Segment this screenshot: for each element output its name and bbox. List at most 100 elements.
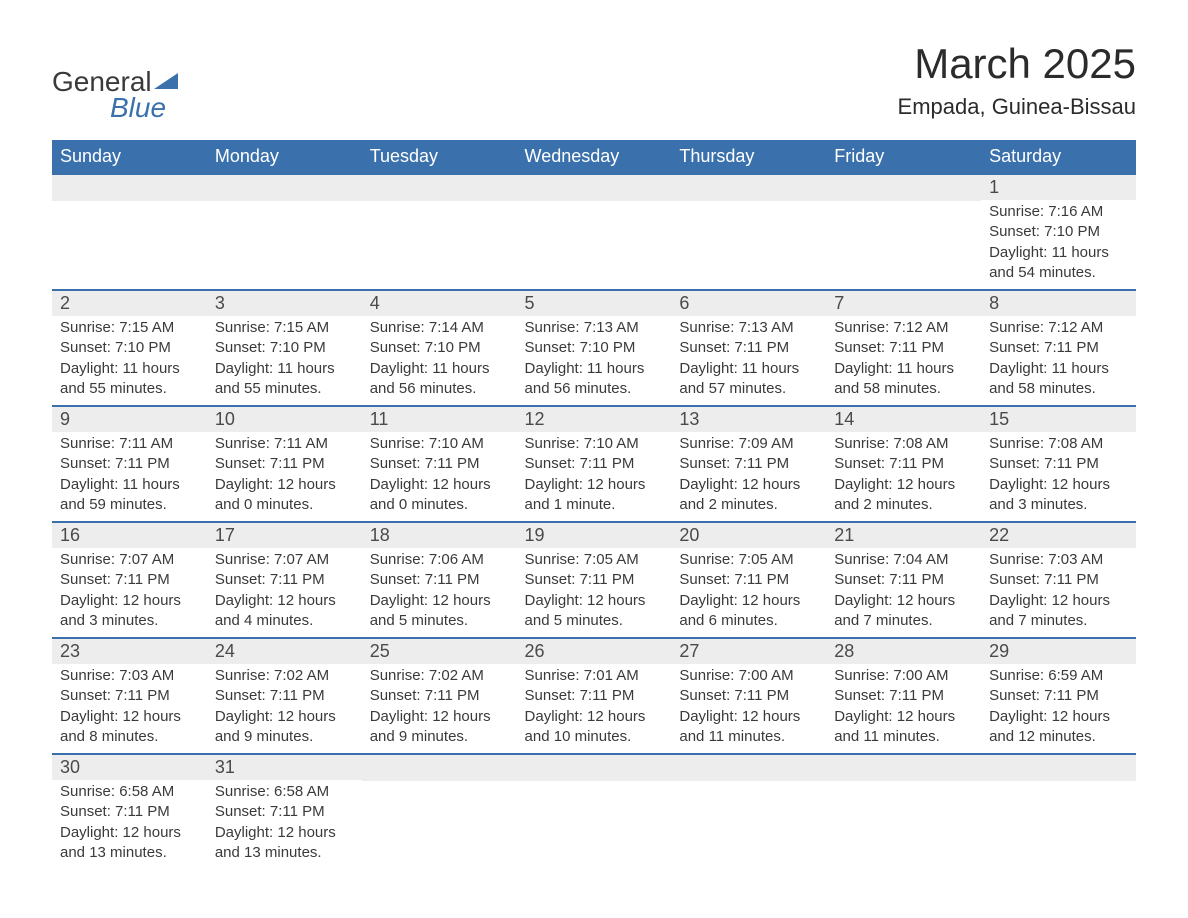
daylight-text: Daylight: 12 hours and 4 minutes. — [215, 591, 354, 632]
empty-body — [362, 201, 517, 279]
day-number: 6 — [671, 291, 826, 316]
daylight-text: Daylight: 11 hours and 57 minutes. — [679, 359, 818, 400]
sunrise-text: Sunrise: 6:58 AM — [215, 782, 354, 802]
day-body: Sunrise: 7:07 AMSunset: 7:11 PMDaylight:… — [52, 548, 207, 637]
sunset-text: Sunset: 7:10 PM — [370, 338, 509, 358]
empty-daynum — [52, 175, 207, 201]
sunrise-text: Sunrise: 7:12 AM — [834, 318, 973, 338]
weekday-header: Thursday — [671, 140, 826, 174]
calendar-cell-empty — [826, 754, 981, 869]
day-number: 25 — [362, 639, 517, 664]
day-body: Sunrise: 7:05 AMSunset: 7:11 PMDaylight:… — [671, 548, 826, 637]
sunrise-text: Sunrise: 7:03 AM — [989, 550, 1128, 570]
calendar-cell: 29Sunrise: 6:59 AMSunset: 7:11 PMDayligh… — [981, 638, 1136, 754]
weekday-header-row: Sunday Monday Tuesday Wednesday Thursday… — [52, 140, 1136, 174]
day-number: 24 — [207, 639, 362, 664]
calendar-cell: 30Sunrise: 6:58 AMSunset: 7:11 PMDayligh… — [52, 754, 207, 869]
title-block: March 2025 Empada, Guinea-Bissau — [898, 40, 1136, 120]
empty-daynum — [517, 755, 672, 781]
weekday-header: Saturday — [981, 140, 1136, 174]
daylight-text: Daylight: 12 hours and 13 minutes. — [215, 823, 354, 864]
empty-body — [207, 201, 362, 279]
calendar-cell: 27Sunrise: 7:00 AMSunset: 7:11 PMDayligh… — [671, 638, 826, 754]
month-title: March 2025 — [898, 40, 1136, 88]
day-body: Sunrise: 6:59 AMSunset: 7:11 PMDaylight:… — [981, 664, 1136, 753]
day-body: Sunrise: 7:13 AMSunset: 7:10 PMDaylight:… — [517, 316, 672, 405]
daylight-text: Daylight: 12 hours and 13 minutes. — [60, 823, 199, 864]
daylight-text: Daylight: 11 hours and 58 minutes. — [834, 359, 973, 400]
sunset-text: Sunset: 7:10 PM — [60, 338, 199, 358]
day-number: 8 — [981, 291, 1136, 316]
day-body: Sunrise: 7:10 AMSunset: 7:11 PMDaylight:… — [517, 432, 672, 521]
day-body: Sunrise: 7:05 AMSunset: 7:11 PMDaylight:… — [517, 548, 672, 637]
sunset-text: Sunset: 7:11 PM — [370, 686, 509, 706]
weekday-header: Tuesday — [362, 140, 517, 174]
calendar-cell-empty — [52, 174, 207, 290]
sunrise-text: Sunrise: 7:01 AM — [525, 666, 664, 686]
sunrise-text: Sunrise: 7:11 AM — [60, 434, 199, 454]
calendar-cell: 12Sunrise: 7:10 AMSunset: 7:11 PMDayligh… — [517, 406, 672, 522]
sunset-text: Sunset: 7:11 PM — [679, 454, 818, 474]
day-number: 4 — [362, 291, 517, 316]
daylight-text: Daylight: 12 hours and 3 minutes. — [989, 475, 1128, 516]
sunrise-text: Sunrise: 6:59 AM — [989, 666, 1128, 686]
sunset-text: Sunset: 7:10 PM — [525, 338, 664, 358]
sunrise-text: Sunrise: 7:09 AM — [679, 434, 818, 454]
daylight-text: Daylight: 11 hours and 56 minutes. — [370, 359, 509, 400]
day-number: 19 — [517, 523, 672, 548]
day-body: Sunrise: 7:10 AMSunset: 7:11 PMDaylight:… — [362, 432, 517, 521]
calendar-cell: 18Sunrise: 7:06 AMSunset: 7:11 PMDayligh… — [362, 522, 517, 638]
calendar-row: 9Sunrise: 7:11 AMSunset: 7:11 PMDaylight… — [52, 406, 1136, 522]
day-body: Sunrise: 7:08 AMSunset: 7:11 PMDaylight:… — [826, 432, 981, 521]
calendar-cell: 15Sunrise: 7:08 AMSunset: 7:11 PMDayligh… — [981, 406, 1136, 522]
daylight-text: Daylight: 12 hours and 9 minutes. — [370, 707, 509, 748]
sunrise-text: Sunrise: 7:00 AM — [834, 666, 973, 686]
day-number: 1 — [981, 175, 1136, 200]
empty-body — [826, 781, 981, 859]
calendar-cell: 20Sunrise: 7:05 AMSunset: 7:11 PMDayligh… — [671, 522, 826, 638]
sunrise-text: Sunrise: 7:02 AM — [215, 666, 354, 686]
daylight-text: Daylight: 11 hours and 55 minutes. — [60, 359, 199, 400]
day-number: 13 — [671, 407, 826, 432]
day-body: Sunrise: 7:02 AMSunset: 7:11 PMDaylight:… — [362, 664, 517, 753]
calendar-cell-empty — [671, 754, 826, 869]
calendar-cell-empty — [207, 174, 362, 290]
day-body: Sunrise: 6:58 AMSunset: 7:11 PMDaylight:… — [207, 780, 362, 869]
daylight-text: Daylight: 12 hours and 9 minutes. — [215, 707, 354, 748]
day-number: 18 — [362, 523, 517, 548]
calendar-cell: 26Sunrise: 7:01 AMSunset: 7:11 PMDayligh… — [517, 638, 672, 754]
calendar-row: 2Sunrise: 7:15 AMSunset: 7:10 PMDaylight… — [52, 290, 1136, 406]
empty-daynum — [671, 755, 826, 781]
daylight-text: Daylight: 11 hours and 58 minutes. — [989, 359, 1128, 400]
sunrise-text: Sunrise: 7:11 AM — [215, 434, 354, 454]
day-number: 15 — [981, 407, 1136, 432]
empty-daynum — [207, 175, 362, 201]
daylight-text: Daylight: 12 hours and 2 minutes. — [834, 475, 973, 516]
daylight-text: Daylight: 12 hours and 5 minutes. — [370, 591, 509, 632]
sunrise-text: Sunrise: 7:16 AM — [989, 202, 1128, 222]
day-number: 9 — [52, 407, 207, 432]
weekday-header: Friday — [826, 140, 981, 174]
day-body: Sunrise: 7:08 AMSunset: 7:11 PMDaylight:… — [981, 432, 1136, 521]
daylight-text: Daylight: 12 hours and 8 minutes. — [60, 707, 199, 748]
calendar-cell-empty — [826, 174, 981, 290]
sunset-text: Sunset: 7:11 PM — [989, 686, 1128, 706]
daylight-text: Daylight: 12 hours and 3 minutes. — [60, 591, 199, 632]
sunset-text: Sunset: 7:11 PM — [60, 802, 199, 822]
sunset-text: Sunset: 7:11 PM — [989, 454, 1128, 474]
day-body: Sunrise: 7:06 AMSunset: 7:11 PMDaylight:… — [362, 548, 517, 637]
day-body: Sunrise: 7:14 AMSunset: 7:10 PMDaylight:… — [362, 316, 517, 405]
empty-daynum — [826, 755, 981, 781]
day-body: Sunrise: 7:13 AMSunset: 7:11 PMDaylight:… — [671, 316, 826, 405]
sunset-text: Sunset: 7:11 PM — [989, 570, 1128, 590]
sunset-text: Sunset: 7:11 PM — [525, 570, 664, 590]
weekday-header: Monday — [207, 140, 362, 174]
sunset-text: Sunset: 7:11 PM — [370, 454, 509, 474]
sunrise-text: Sunrise: 7:04 AM — [834, 550, 973, 570]
calendar-cell: 24Sunrise: 7:02 AMSunset: 7:11 PMDayligh… — [207, 638, 362, 754]
sunset-text: Sunset: 7:11 PM — [525, 686, 664, 706]
day-body: Sunrise: 7:09 AMSunset: 7:11 PMDaylight:… — [671, 432, 826, 521]
calendar-table: Sunday Monday Tuesday Wednesday Thursday… — [52, 140, 1136, 869]
sunrise-text: Sunrise: 7:15 AM — [60, 318, 199, 338]
calendar-cell: 11Sunrise: 7:10 AMSunset: 7:11 PMDayligh… — [362, 406, 517, 522]
